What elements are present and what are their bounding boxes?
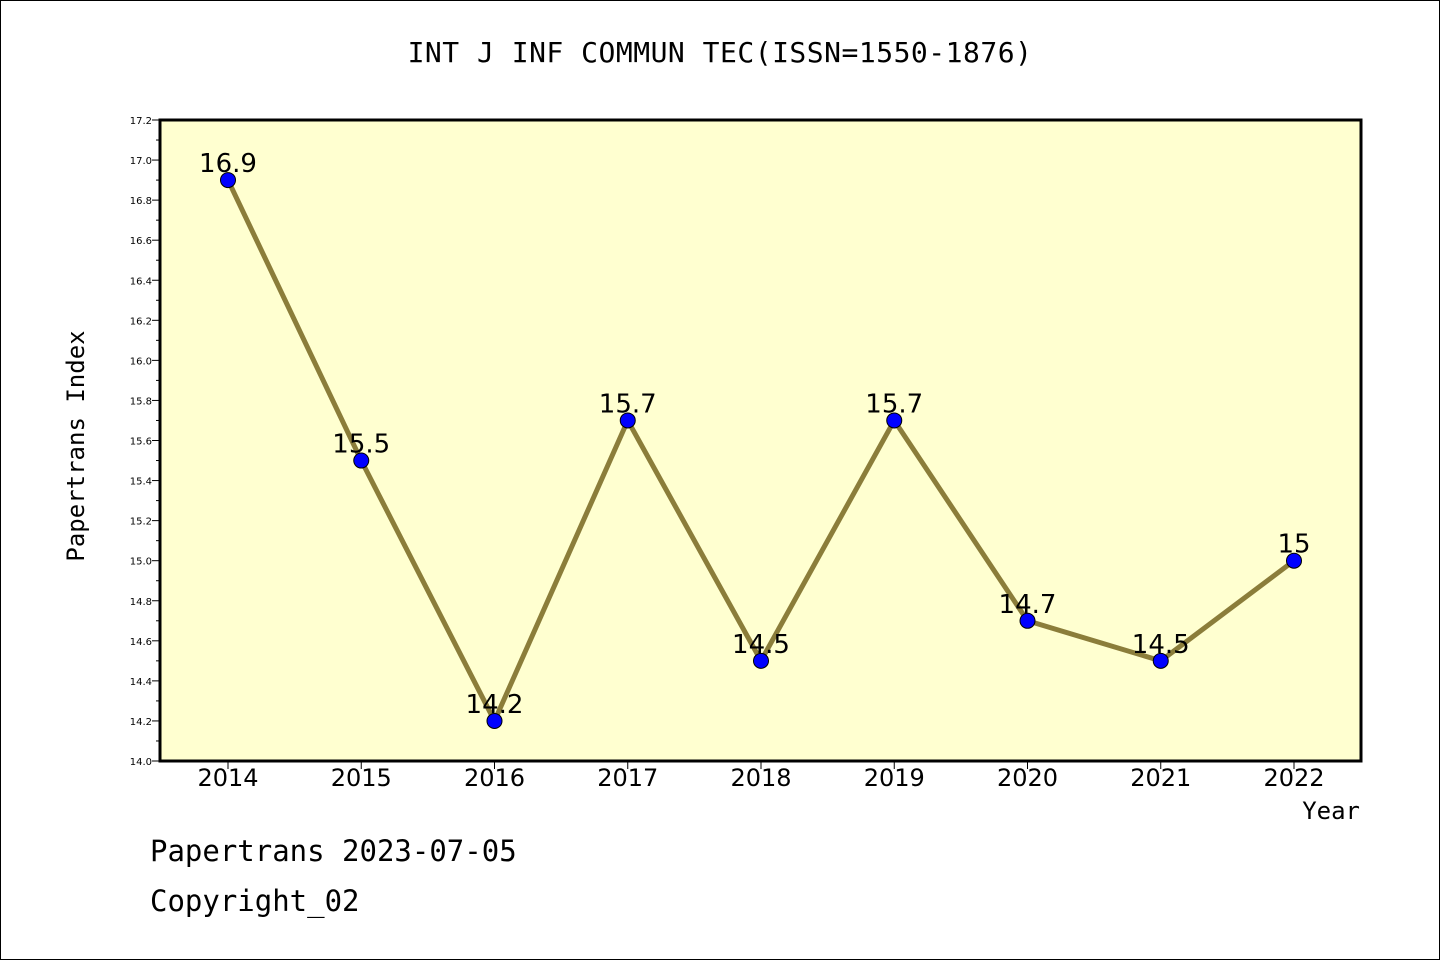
y-tick-label: 16.6 <box>130 236 152 247</box>
y-tick-label: 17.2 <box>130 116 152 127</box>
data-point <box>619 412 636 429</box>
data-label: 14.5 <box>1132 630 1190 660</box>
y-tick-label: 14.2 <box>130 717 152 728</box>
data-point <box>1152 652 1169 669</box>
x-tick-label: 2020 <box>997 764 1058 792</box>
x-tick-label: 2019 <box>864 764 925 792</box>
x-tick-label: 2016 <box>464 764 525 792</box>
y-tick-label: 15.2 <box>130 517 152 528</box>
plot-border <box>158 118 1363 763</box>
y-axis-title: Papertrans Index <box>62 330 90 561</box>
x-tick-label: 2014 <box>197 764 258 792</box>
data-label: 14.2 <box>466 690 524 720</box>
data-point <box>886 412 903 429</box>
y-tick-label: 17.0 <box>130 156 152 167</box>
x-tick-label: 2018 <box>730 764 791 792</box>
data-point <box>220 172 236 189</box>
y-tick-label: 14.6 <box>130 637 152 648</box>
x-tick-label: 2017 <box>597 764 658 792</box>
y-tick-label: 16.2 <box>130 316 152 327</box>
y-tick-label: 14.8 <box>130 597 152 608</box>
y-tick-label: 16.4 <box>130 276 152 287</box>
data-point <box>1019 612 1036 629</box>
y-tick-label: 14.4 <box>130 677 152 688</box>
data-point <box>353 452 370 469</box>
data-markers <box>220 172 1302 729</box>
data-label: 15 <box>1277 530 1310 560</box>
y-tick-label: 15.4 <box>130 477 152 488</box>
x-tick-label: 2022 <box>1263 764 1324 792</box>
y-tick-label: 15.6 <box>130 437 152 448</box>
footer-copyright: Copyright_02 <box>150 884 360 918</box>
data-label: 14.7 <box>999 590 1057 620</box>
y-tick-label: 15.0 <box>130 557 152 568</box>
data-point <box>753 652 769 669</box>
data-point <box>1286 552 1302 569</box>
x-tick-label: 2021 <box>1130 764 1191 792</box>
x-axis-title: Year <box>1302 797 1360 825</box>
y-tick-label: 16.8 <box>130 196 152 207</box>
data-labels: 16.9 15.5 14.2 15.7 14.5 15.7 14.7 14.5 15 <box>199 149 1310 720</box>
x-tick-label: 2015 <box>331 764 392 792</box>
data-label: 15.7 <box>865 389 923 419</box>
y-tick-label: 16.0 <box>130 356 152 367</box>
data-point <box>486 712 503 729</box>
x-axis-ticks: 2014 2015 2016 2017 2018 2019 2020 2021 2022 <box>197 761 1325 792</box>
data-label: 15.7 <box>599 389 657 419</box>
data-label: 16.9 <box>199 149 257 179</box>
footer-date: Papertrans 2023-07-05 <box>150 834 517 868</box>
data-label: 15.5 <box>332 430 390 460</box>
chart-title: INT J INF COMMUN TEC(ISSN=1550-1876) <box>407 36 1033 69</box>
y-axis-ticks: 14.0 14.2 14.4 14.6 14.8 15.0 15.2 15.4 15.6 15.8… <box>130 116 160 768</box>
y-tick-label: 14.0 <box>130 757 152 768</box>
data-label: 14.5 <box>732 630 790 660</box>
y-tick-label: 15.8 <box>130 396 152 407</box>
